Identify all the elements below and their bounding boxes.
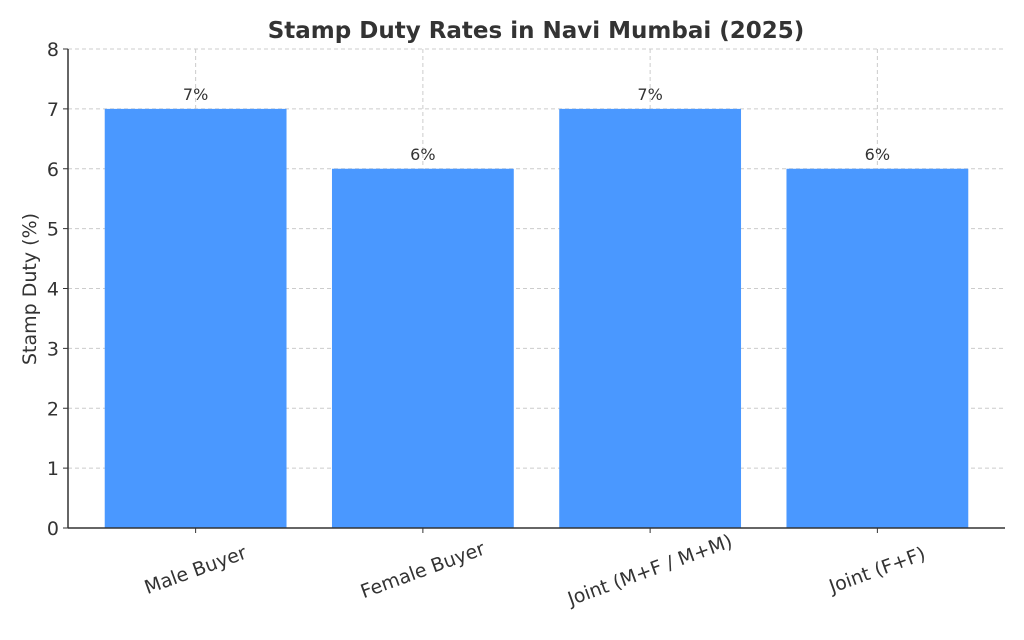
bar-data-label: 7% — [183, 85, 208, 104]
chart-title: Stamp Duty Rates in Navi Mumbai (2025) — [268, 18, 805, 44]
y-tick-label: 1 — [47, 458, 59, 480]
bar-data-label: 7% — [637, 85, 662, 104]
y-tick-label: 4 — [47, 279, 59, 301]
bars — [104, 108, 969, 528]
bar-data-label: 6% — [865, 145, 890, 164]
y-tick-label: 6 — [47, 159, 59, 181]
y-tick-label: 2 — [47, 398, 59, 420]
axes — [63, 48, 1005, 533]
y-tick-label: 5 — [47, 219, 59, 241]
x-tick-label: Joint (F+F) — [825, 543, 928, 598]
y-tick-label: 0 — [47, 518, 59, 540]
bar — [104, 108, 287, 528]
bar — [786, 168, 969, 528]
x-tick-label: Female Buyer — [358, 538, 488, 603]
x-tick-label: Male Buyer — [142, 542, 250, 599]
x-tick-label: Joint (M+F / M+M) — [564, 530, 735, 610]
bar — [331, 168, 514, 528]
y-tick-label: 3 — [47, 338, 59, 360]
bar — [559, 108, 742, 528]
y-tick-label: 8 — [47, 39, 59, 61]
y-axis-label: Stamp Duty (%) — [19, 213, 41, 365]
bar-data-label: 6% — [410, 145, 435, 164]
y-tick-label: 7 — [47, 99, 59, 121]
